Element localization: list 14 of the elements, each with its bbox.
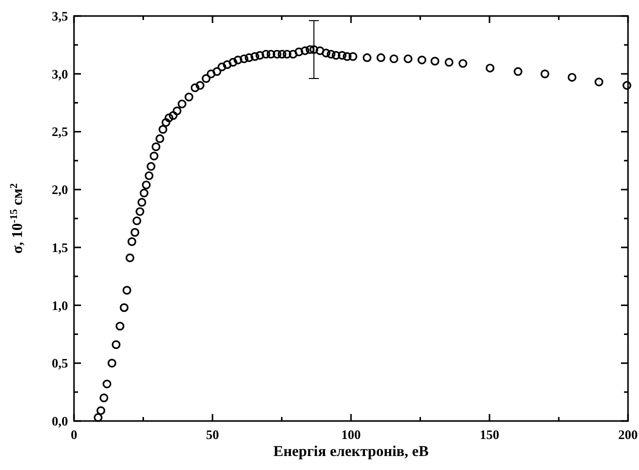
x-tick-label: 200 — [618, 427, 638, 442]
y-tick-label: 1,0 — [52, 298, 68, 313]
y-tick-label: 1,5 — [52, 240, 68, 255]
y-tick-label: 3,5 — [52, 8, 68, 24]
y-tick-label: 2,5 — [52, 124, 68, 140]
x-axis-title: Енергія електронів, еВ — [273, 444, 429, 460]
x-tick-label: 0 — [70, 427, 78, 442]
y-tick-label: 3,0 — [52, 66, 68, 82]
x-tick-label: 100 — [341, 427, 361, 442]
x-tick-label: 150 — [480, 427, 500, 442]
y-tick-label: 0,5 — [52, 356, 68, 371]
y-tick-label: 2,0 — [52, 182, 68, 198]
x-tick-label: 50 — [206, 427, 219, 442]
y-tick-label: 0,0 — [52, 414, 68, 428]
